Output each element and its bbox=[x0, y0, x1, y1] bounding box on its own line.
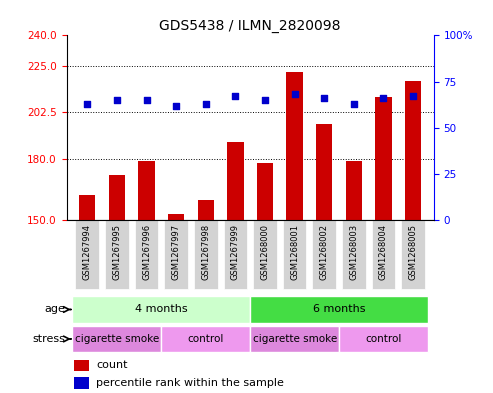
Bar bbox=[250, 296, 428, 323]
Bar bbox=[346, 161, 362, 220]
Bar bbox=[75, 220, 99, 289]
Bar bbox=[135, 220, 158, 289]
Bar bbox=[161, 326, 250, 352]
Text: GSM1268002: GSM1268002 bbox=[320, 224, 329, 280]
Text: GSM1267995: GSM1267995 bbox=[112, 224, 121, 280]
Text: cigarette smoke: cigarette smoke bbox=[252, 334, 337, 344]
Text: GSM1267997: GSM1267997 bbox=[172, 224, 180, 280]
Bar bbox=[139, 161, 155, 220]
Point bbox=[113, 97, 121, 103]
Point bbox=[409, 93, 417, 99]
Bar bbox=[198, 200, 214, 220]
Text: GSM1267998: GSM1267998 bbox=[201, 224, 211, 280]
Bar bbox=[72, 326, 161, 352]
Bar bbox=[74, 377, 89, 389]
Text: GSM1268004: GSM1268004 bbox=[379, 224, 388, 280]
Bar bbox=[372, 220, 395, 289]
Bar bbox=[227, 142, 244, 220]
Point bbox=[380, 95, 387, 101]
Point bbox=[172, 103, 180, 109]
Bar bbox=[168, 214, 184, 220]
Title: GDS5438 / ILMN_2820098: GDS5438 / ILMN_2820098 bbox=[159, 19, 341, 33]
Bar bbox=[164, 220, 188, 289]
Text: count: count bbox=[96, 360, 127, 371]
Text: GSM1267999: GSM1267999 bbox=[231, 224, 240, 280]
Bar bbox=[105, 220, 129, 289]
Bar bbox=[250, 326, 339, 352]
Bar bbox=[253, 220, 277, 289]
Text: GSM1267996: GSM1267996 bbox=[142, 224, 151, 280]
Text: stress: stress bbox=[32, 334, 65, 344]
Bar bbox=[283, 220, 307, 289]
Text: 6 months: 6 months bbox=[313, 305, 365, 314]
Bar bbox=[74, 360, 89, 371]
Bar bbox=[79, 195, 96, 220]
Text: GSM1268000: GSM1268000 bbox=[260, 224, 270, 280]
Text: control: control bbox=[365, 334, 402, 344]
Point bbox=[261, 97, 269, 103]
Bar bbox=[342, 220, 366, 289]
Bar bbox=[72, 296, 250, 323]
Bar bbox=[316, 124, 332, 220]
Bar bbox=[375, 97, 391, 220]
Text: 4 months: 4 months bbox=[135, 305, 188, 314]
Text: GSM1268003: GSM1268003 bbox=[350, 224, 358, 280]
Bar bbox=[405, 81, 421, 220]
Bar bbox=[313, 220, 336, 289]
Point bbox=[291, 91, 299, 97]
Text: GSM1267994: GSM1267994 bbox=[83, 224, 92, 280]
Bar bbox=[286, 72, 303, 220]
Point bbox=[350, 101, 358, 107]
Point bbox=[83, 101, 91, 107]
Text: control: control bbox=[187, 334, 224, 344]
Point bbox=[231, 93, 239, 99]
Text: cigarette smoke: cigarette smoke bbox=[75, 334, 159, 344]
Point bbox=[320, 95, 328, 101]
Bar bbox=[401, 220, 425, 289]
Text: GSM1268001: GSM1268001 bbox=[290, 224, 299, 280]
Point bbox=[142, 97, 150, 103]
Text: age: age bbox=[44, 305, 65, 314]
Text: percentile rank within the sample: percentile rank within the sample bbox=[96, 378, 284, 388]
Bar bbox=[257, 163, 273, 220]
Text: GSM1268005: GSM1268005 bbox=[409, 224, 418, 280]
Bar bbox=[223, 220, 247, 289]
Bar bbox=[109, 175, 125, 220]
Bar bbox=[339, 326, 428, 352]
Bar bbox=[194, 220, 217, 289]
Point bbox=[202, 101, 210, 107]
